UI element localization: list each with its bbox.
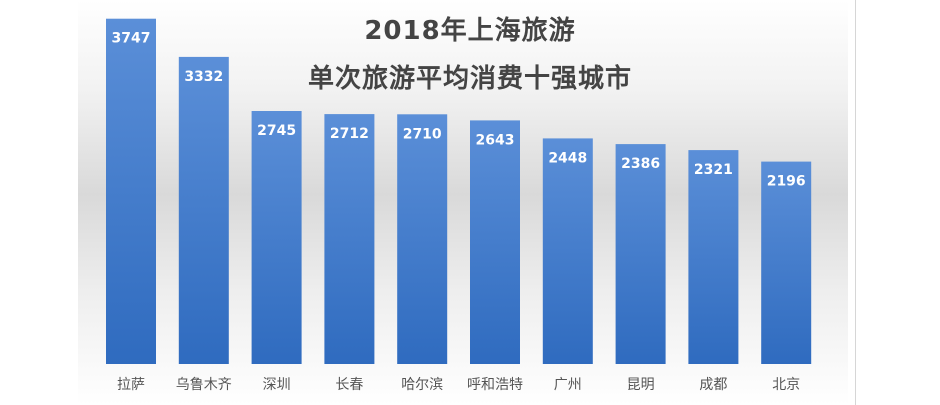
category-label-7: 广州	[554, 377, 582, 393]
data-labels-layer: 3747 3332 2745 2712 2710 2643 2448 2386 2321 2196	[112, 31, 806, 190]
bar-4	[324, 114, 375, 364]
bar-10	[761, 161, 812, 364]
bar-5	[397, 114, 448, 364]
category-label-6: 呼和浩特	[467, 377, 523, 393]
bar-3	[251, 111, 302, 364]
data-label-2: 3332	[184, 69, 223, 85]
category-label-3: 深圳	[263, 377, 291, 393]
bar-7	[542, 138, 593, 364]
bar-6	[470, 120, 520, 365]
category-label-1: 拉萨	[117, 377, 145, 393]
category-label-9: 成都	[699, 377, 727, 393]
data-label-4: 2712	[330, 126, 369, 142]
data-label-8: 2386	[621, 156, 660, 172]
bar-8	[615, 144, 666, 364]
bars-layer	[106, 18, 812, 365]
category-label-4: 长春	[335, 377, 363, 393]
bar-2	[178, 56, 229, 365]
frame-divider	[855, 0, 856, 405]
data-label-10: 2196	[767, 174, 806, 190]
category-label-8: 昆明	[627, 377, 655, 393]
data-label-1: 3747	[112, 31, 151, 47]
category-label-5: 哈尔滨	[401, 377, 443, 393]
data-label-6: 2643	[476, 132, 515, 148]
bar-9	[688, 150, 739, 364]
category-labels-layer: 拉萨 乌鲁木齐 深圳 长春 哈尔滨 呼和浩特 广州 昆明 成都 北京	[117, 377, 800, 393]
category-label-2: 乌鲁木齐	[176, 377, 232, 393]
data-label-9: 2321	[694, 162, 733, 178]
category-label-10: 北京	[772, 377, 800, 393]
chart-title-line2: 单次旅游平均消费十强城市	[307, 64, 632, 94]
chart-title-line1: 2018年上海旅游	[364, 16, 576, 46]
bar-1	[106, 18, 156, 364]
data-label-5: 2710	[403, 126, 442, 142]
data-label-7: 2448	[548, 150, 587, 166]
data-label-3: 2745	[257, 123, 296, 139]
